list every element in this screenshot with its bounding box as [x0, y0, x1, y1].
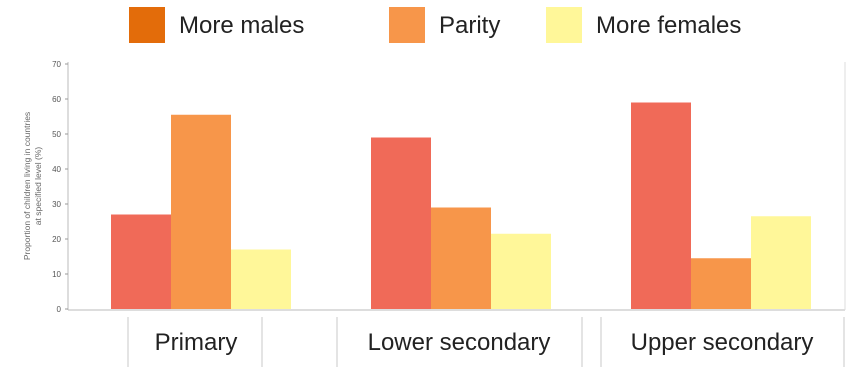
bar	[631, 102, 691, 309]
y-tick-label: 10	[52, 270, 61, 279]
y-tick-label: 60	[52, 95, 61, 104]
legend: More males Parity More females	[129, 7, 741, 43]
y-axis-title-line: Proportion of children living in countri…	[22, 112, 32, 260]
bar	[171, 114, 231, 309]
bar	[431, 207, 491, 309]
bar	[751, 216, 811, 309]
category-labels: Primary Lower secondary Upper secondary	[127, 317, 845, 367]
y-tick-label: 0	[57, 305, 62, 314]
y-tick-label: 30	[52, 200, 61, 209]
legend-label: More females	[596, 12, 741, 39]
y-axis-title: Proportion of children living in countri…	[22, 112, 43, 260]
category-label: Upper secondary	[631, 329, 814, 356]
y-axis: 0 10 20 30 40 50 60 70	[52, 60, 68, 314]
bar	[231, 249, 291, 309]
legend-label: Parity	[439, 12, 500, 39]
legend-label: More males	[179, 12, 304, 39]
legend-swatch	[389, 7, 425, 43]
bar	[111, 214, 171, 309]
legend-swatch	[129, 7, 165, 43]
legend-swatch	[546, 7, 582, 43]
bar	[491, 233, 551, 309]
y-tick-label: 20	[52, 235, 61, 244]
y-tick-label: 40	[52, 165, 61, 174]
y-axis-title-line: at specified level (%)	[33, 147, 43, 226]
bar	[371, 137, 431, 309]
plot-frame	[67, 62, 846, 311]
bar	[691, 258, 751, 309]
bars	[111, 102, 811, 309]
category-label: Lower secondary	[368, 329, 551, 356]
y-tick-label: 70	[52, 60, 61, 69]
category-label: Primary	[155, 329, 238, 356]
y-tick-label: 50	[52, 130, 61, 139]
